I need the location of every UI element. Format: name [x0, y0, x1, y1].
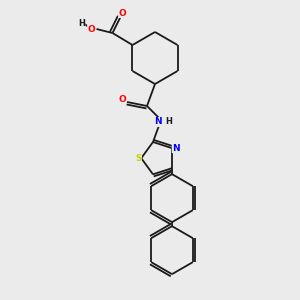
Text: O: O: [118, 95, 126, 104]
Text: O: O: [88, 25, 95, 34]
Text: S: S: [135, 154, 142, 163]
Text: H: H: [166, 116, 172, 125]
Text: O: O: [118, 8, 126, 17]
Text: N: N: [154, 118, 162, 127]
Text: H: H: [78, 19, 85, 28]
Text: N: N: [172, 144, 180, 153]
